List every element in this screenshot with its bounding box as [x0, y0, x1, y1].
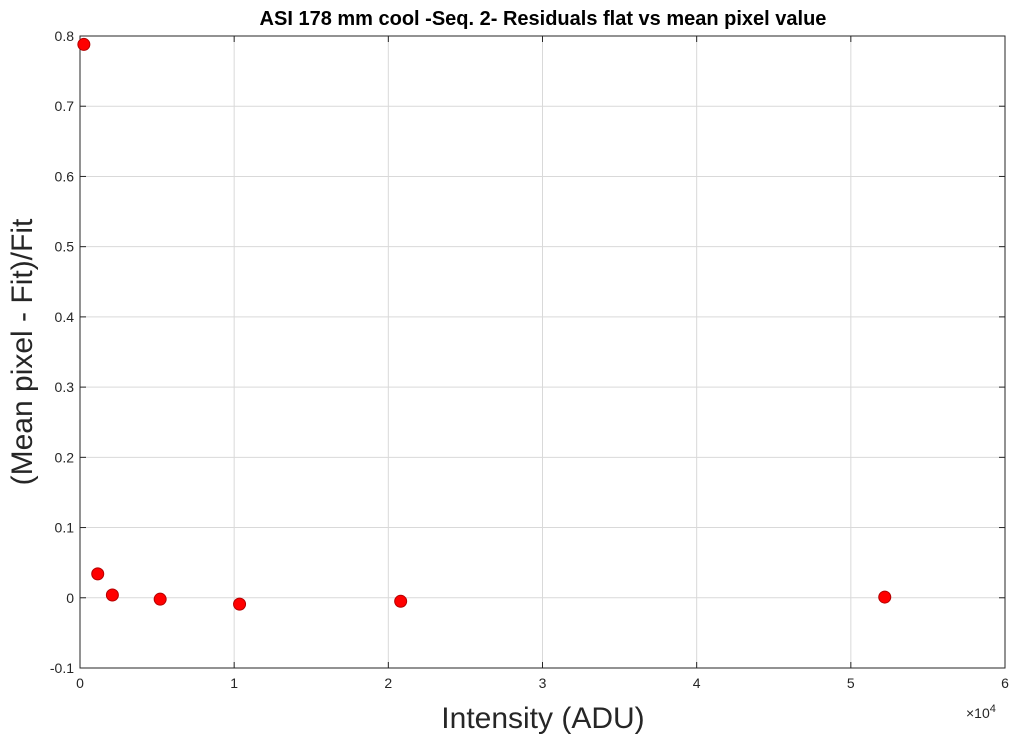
y-tick-label: 0.2: [55, 449, 75, 465]
y-tick-label: 0.7: [55, 98, 75, 114]
y-tick-label: 0.1: [55, 520, 75, 536]
chart-title: ASI 178 mm cool -Seq. 2- Residuals flat …: [260, 8, 827, 30]
y-tick-label: 0.3: [55, 379, 75, 395]
x-tick-label: 2: [384, 675, 392, 691]
y-tick-label: 0.4: [55, 309, 75, 325]
x-exponent-power: 4: [990, 703, 996, 715]
x-axis-label: Intensity (ADU): [441, 702, 644, 735]
x-tick-label: 1: [230, 675, 238, 691]
y-axis-label: (Mean pixel - Fit)/Fit: [6, 218, 39, 485]
data-point: [105, 588, 119, 602]
data-point: [91, 567, 105, 581]
x-tick-label: 5: [847, 675, 855, 691]
data-point: [394, 594, 408, 608]
x-tick-label: 6: [1001, 675, 1009, 691]
x-exponent-base: ×10: [966, 705, 990, 721]
y-tick-label: -0.1: [50, 660, 74, 676]
x-tick-label: 3: [539, 675, 547, 691]
grid-lines: [79, 35, 1006, 669]
x-exponent-label: ×104: [966, 703, 996, 721]
data-point: [153, 592, 167, 606]
y-tick-label: 0.6: [55, 168, 75, 184]
y-tick-label: 0: [66, 590, 74, 606]
data-points: [77, 37, 892, 611]
data-point: [77, 37, 91, 51]
data-point: [233, 597, 247, 611]
y-tick-label: 0.8: [55, 28, 75, 44]
data-point: [878, 590, 892, 604]
x-tick-label: 0: [76, 675, 84, 691]
y-tick-label: 0.5: [55, 239, 75, 255]
axis-ticks: 0 1 2 3 4 5 6-0.100.10.20.30.40.50.60.70.8: [50, 28, 1009, 691]
x-tick-label: 4: [693, 675, 701, 691]
